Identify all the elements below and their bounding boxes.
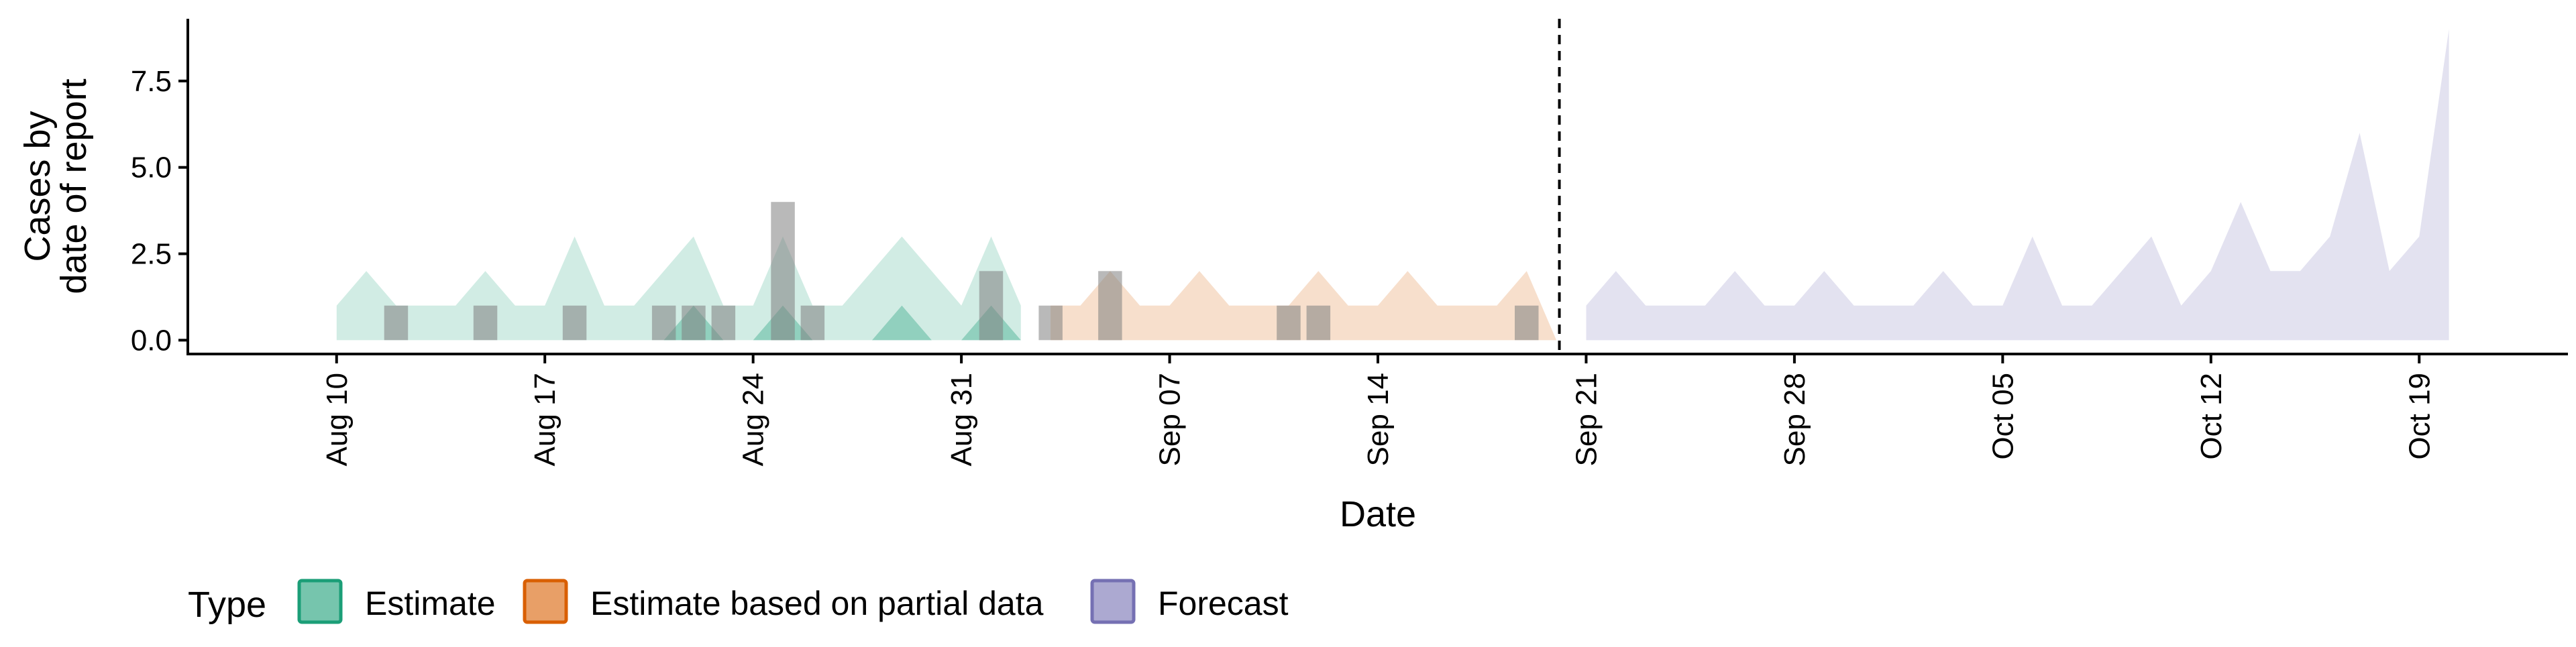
y-tick-label-4: 7.5: [131, 65, 172, 98]
observed-bar-2: [473, 305, 498, 341]
estimate-based-on-partial-data-outer-band: [1051, 271, 1557, 341]
x-tick-label-9: Oct 05: [1986, 373, 2019, 460]
x-tick-label-2: Aug 17: [529, 373, 561, 466]
observed-bar-13: [1306, 305, 1331, 341]
y-axis-title-line-1: Cases by: [17, 111, 58, 261]
y-axis-title-line-2: date of report: [54, 78, 94, 294]
observed-bar-7: [771, 202, 795, 341]
legend-key-forecast: [1090, 579, 1136, 624]
legend: Type Estimate Estimate based on partial d…: [188, 579, 1289, 625]
x-tick-label-5: Sep 07: [1154, 373, 1187, 466]
x-tick-label-4: Aug 31: [945, 373, 978, 466]
legend-title: Type: [188, 585, 266, 625]
legend-key-estimate: [297, 579, 343, 624]
x-tick-label-8: Sep 28: [1778, 373, 1811, 466]
observed-bar-14: [1515, 305, 1539, 341]
x-tick-label-1: Aug 10: [321, 373, 354, 466]
x-tick-label-7: Sep 21: [1570, 373, 1603, 466]
legend-label-estimate: Estimate: [365, 585, 496, 622]
y-tick-label-3: 5.0: [131, 152, 172, 184]
x-tick-label-3: Aug 24: [737, 373, 770, 466]
x-tick-label-10: Oct 12: [2195, 373, 2228, 460]
observed-case-bars: [384, 202, 1539, 341]
x-tick-label-11: Oct 19: [2403, 373, 2436, 460]
observed-bar-11: [1098, 271, 1122, 341]
observed-bar-5: [682, 305, 706, 341]
estimate-bands: [336, 29, 2449, 341]
axes: 0.0 2.5 5.0 7.5 Aug 10 Aug 17 Aug 24 Aug 31 Sep …: [131, 19, 2568, 466]
y-tick-label-2: 2.5: [131, 238, 172, 271]
legend-label-estimate-based-on-partial-data: Estimate based on partial data: [590, 585, 1044, 622]
observed-bar-12: [1277, 305, 1301, 341]
forecast-outer-band: [1586, 29, 2449, 341]
y-tick-label-1: 0.0: [131, 324, 172, 357]
observed-bar-3: [562, 305, 587, 341]
observed-bar-6: [711, 305, 736, 341]
legend-key-estimate-based-on-partial-data: [523, 579, 568, 624]
observed-bar-9: [979, 271, 1004, 341]
observed-bar-8: [800, 305, 825, 341]
x-tick-label-6: Sep 14: [1362, 373, 1395, 466]
observed-bar-10: [1038, 305, 1063, 341]
x-axis-title: Date: [1340, 494, 1416, 534]
estimate-outer-band: [336, 236, 1021, 341]
observed-bar-1: [384, 305, 409, 341]
observed-bar-4: [651, 305, 676, 341]
legend-label-forecast: Forecast: [1158, 585, 1289, 622]
